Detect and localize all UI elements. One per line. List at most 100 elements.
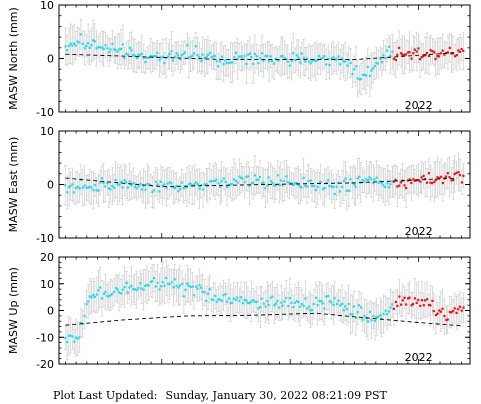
data-point [121, 43, 125, 46]
recent-data-point [450, 52, 453, 55]
data-point [272, 62, 276, 65]
data-point [149, 54, 152, 58]
recent-data-point [453, 307, 456, 310]
data-point [64, 184, 67, 187]
data-point [290, 59, 293, 63]
recent-data-point [410, 181, 413, 185]
data-point [292, 306, 295, 309]
data-point [300, 186, 303, 189]
data-point [194, 181, 197, 184]
data-point [98, 181, 102, 184]
data-point [373, 319, 377, 323]
data-point [259, 57, 262, 60]
data-point [313, 185, 316, 188]
y-tick-label: -20 [36, 358, 54, 371]
data-point [332, 303, 335, 307]
panel-up: -20 -10 0 10 20 2022 MASW Up (mm) [7, 251, 471, 371]
recent-data-point [394, 58, 397, 62]
data-point [227, 61, 230, 64]
recent-data-point [403, 53, 406, 56]
data-point [330, 301, 333, 304]
recent-data-point [437, 55, 441, 58]
data-point [175, 52, 178, 55]
recent-data-point [431, 299, 434, 302]
y-axis-label: MASW Up (mm) [7, 267, 20, 354]
data-point [293, 301, 297, 304]
data-point [252, 181, 255, 184]
data-point [139, 182, 142, 186]
data-point [250, 300, 253, 303]
x-tick-label: 2022 [405, 225, 433, 238]
data-point [367, 179, 370, 182]
data-point [373, 178, 376, 181]
data-point [98, 46, 102, 49]
data-point [81, 186, 84, 189]
data-point [285, 296, 288, 300]
data-point [347, 302, 350, 305]
data-point [370, 178, 373, 181]
data-point [380, 182, 383, 185]
data-point [114, 49, 117, 52]
recent-data-point [443, 314, 446, 318]
data-point [391, 50, 394, 53]
data-point [262, 59, 265, 62]
data-point [236, 296, 239, 299]
recent-data-point [460, 181, 464, 184]
recent-data-point [446, 318, 449, 321]
data-point [266, 184, 269, 187]
data-point [304, 297, 307, 300]
data-point [113, 290, 116, 293]
data-point [69, 185, 72, 188]
data-point [186, 44, 189, 47]
data-point [83, 184, 86, 187]
data-point [286, 180, 289, 184]
data-point [225, 300, 229, 303]
data-point [218, 298, 222, 301]
y-axis-label: MASW East (mm) [7, 137, 20, 233]
recent-data-point [423, 299, 427, 302]
data-point [280, 301, 283, 304]
data-point [255, 300, 258, 303]
data-point [297, 183, 300, 187]
data-point [245, 175, 248, 178]
data-point [333, 297, 336, 300]
data-point [339, 304, 342, 307]
data-point [295, 300, 298, 303]
data-point [220, 299, 224, 302]
data-point [363, 73, 366, 77]
data-point [257, 307, 260, 310]
data-point [330, 185, 333, 188]
data-point [170, 50, 173, 53]
data-point [283, 179, 286, 183]
data-point [113, 48, 116, 51]
data-point [163, 183, 166, 186]
data-point [309, 179, 312, 182]
data-point [299, 185, 302, 188]
data-point [356, 77, 359, 80]
data-point [200, 60, 203, 63]
data-point [215, 300, 218, 303]
data-point [241, 57, 244, 60]
data-point [290, 301, 293, 304]
data-point [158, 59, 161, 62]
data-point [199, 286, 203, 289]
data-point [92, 189, 95, 192]
data-point [340, 57, 344, 60]
data-point [233, 56, 236, 59]
data-point [92, 39, 95, 42]
data-point [357, 304, 361, 307]
recent-data-point [455, 171, 458, 174]
data-point [69, 334, 72, 337]
data-point [281, 54, 284, 58]
data-point [386, 182, 389, 185]
data-point [320, 300, 323, 303]
data-point [159, 180, 163, 183]
data-point [116, 50, 119, 53]
data-point [243, 54, 246, 58]
recent-data-point [399, 181, 402, 184]
recent-data-point [392, 180, 395, 183]
data-point [387, 310, 391, 313]
data-point [85, 186, 88, 189]
data-point [295, 182, 298, 185]
data-point [173, 278, 176, 281]
